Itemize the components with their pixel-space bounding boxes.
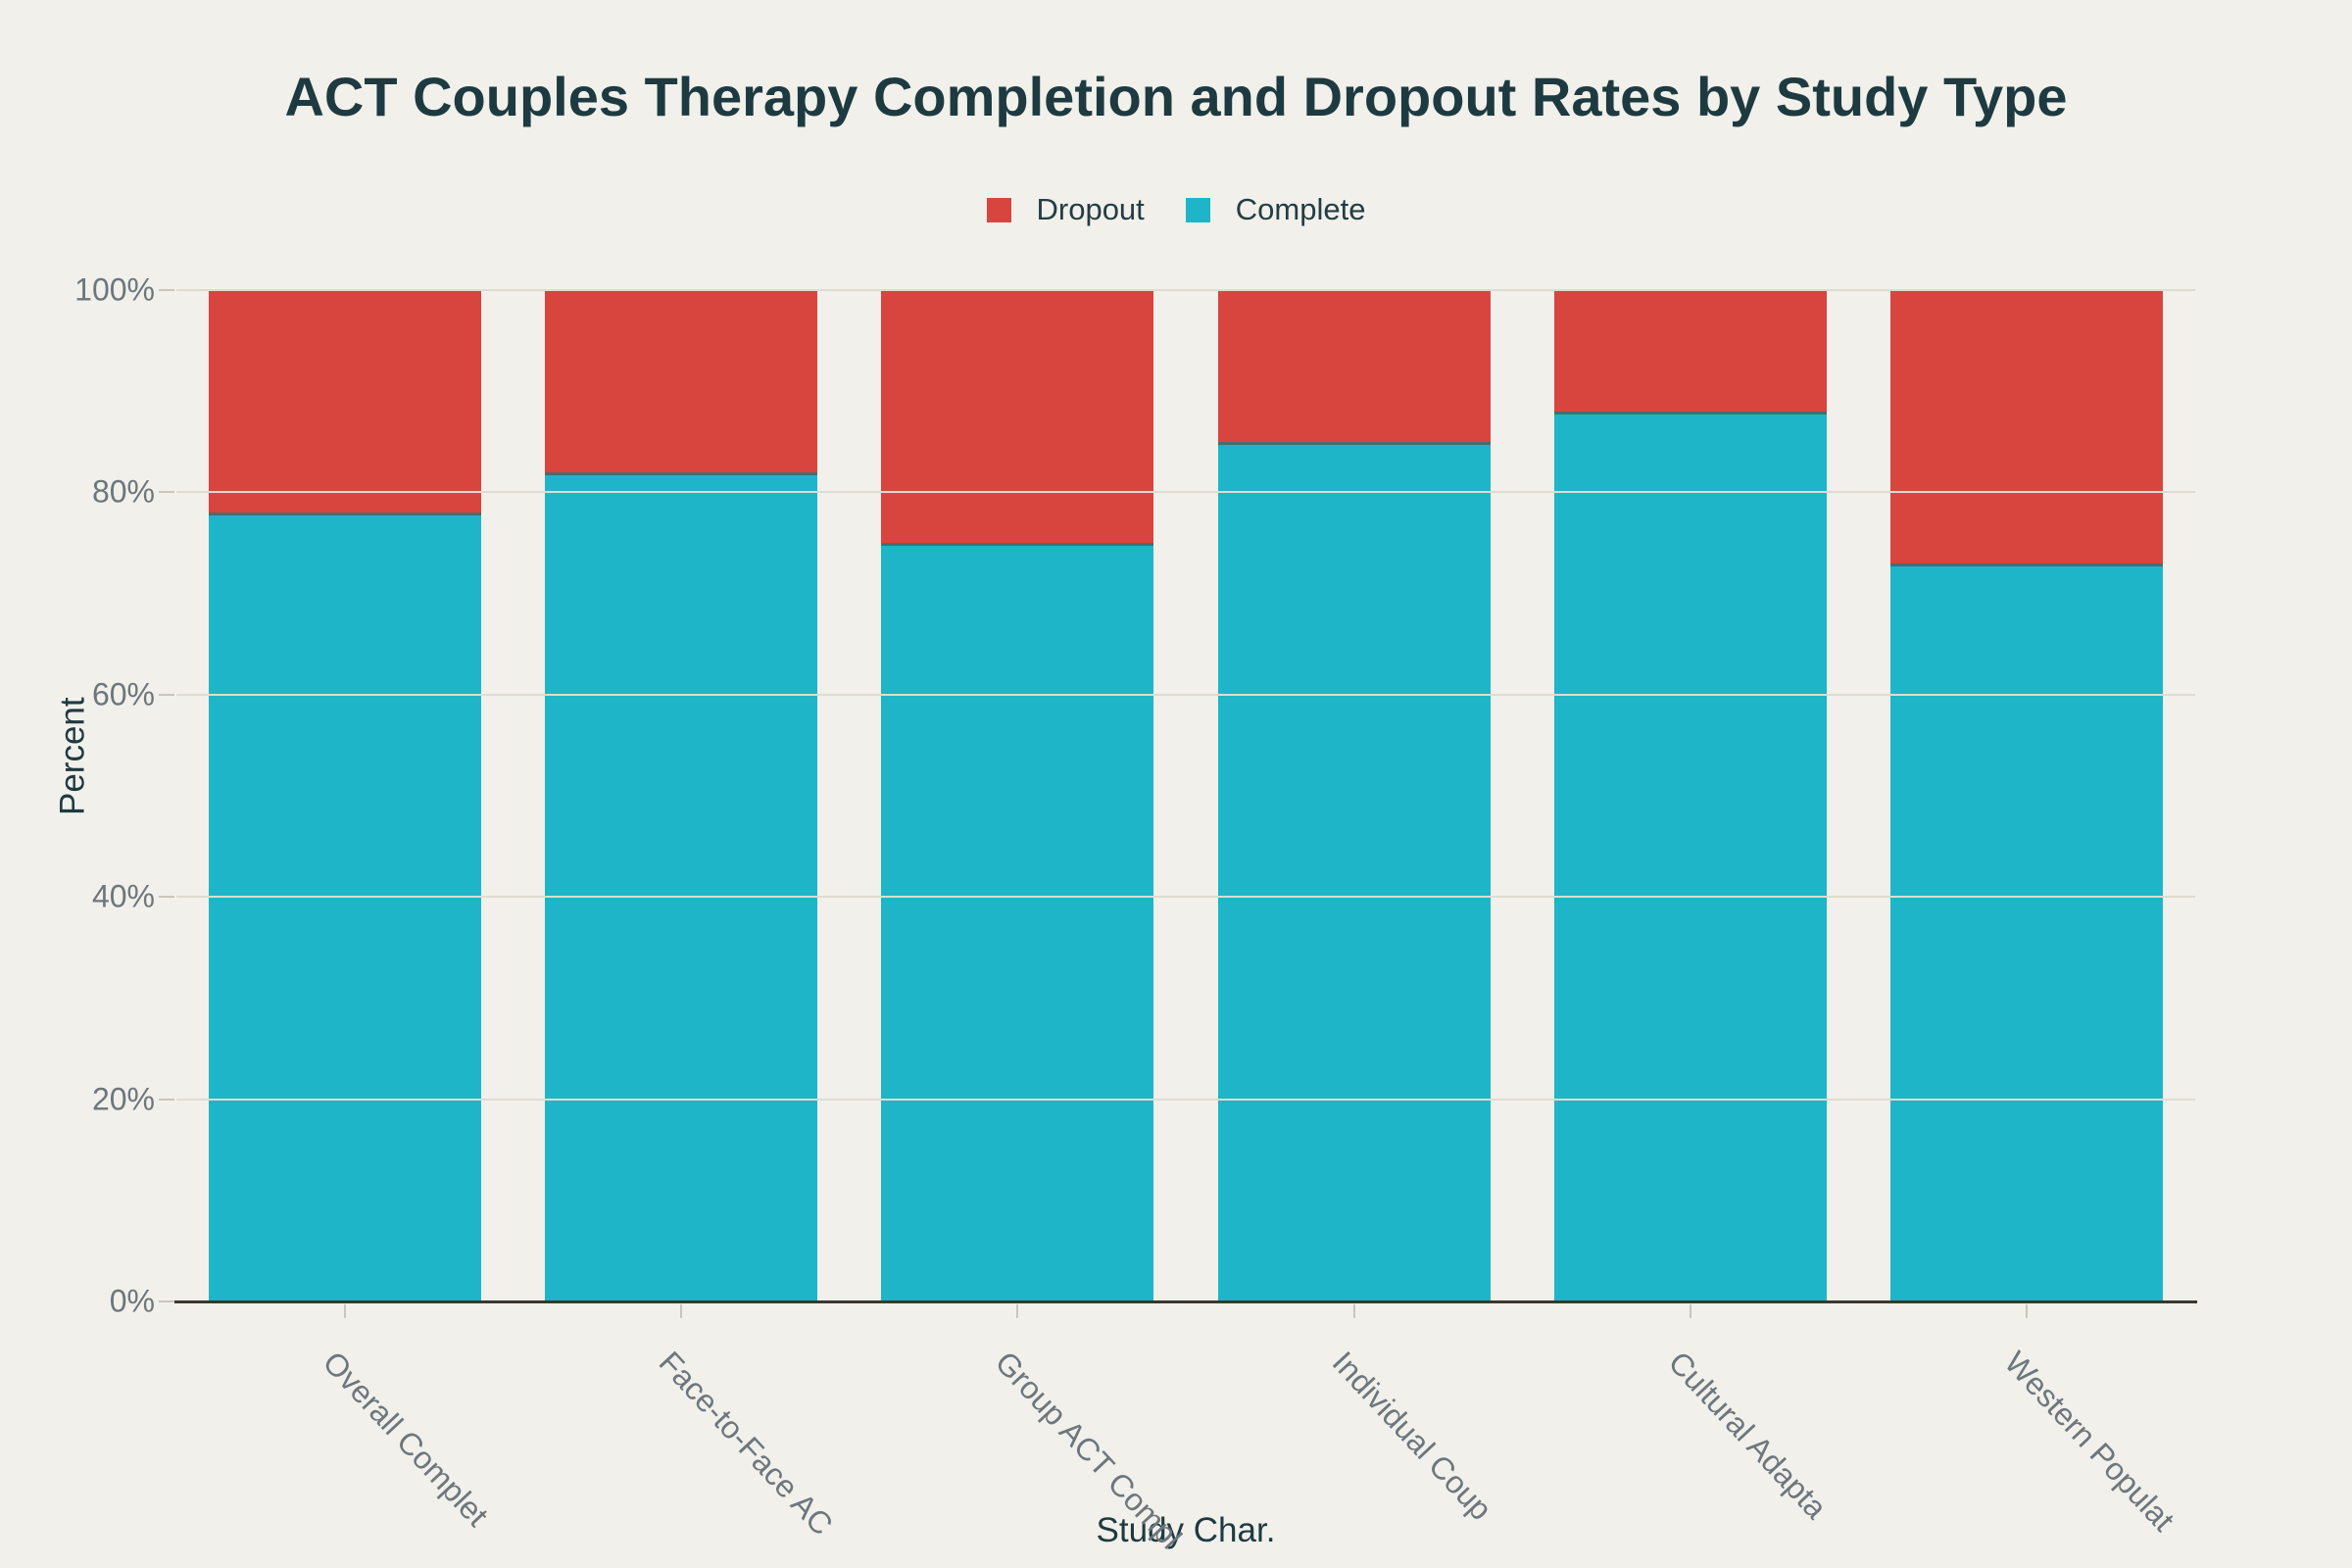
legend-label-complete: Complete: [1235, 192, 1366, 226]
bar-segment-dropout[interactable]: [1217, 290, 1491, 442]
bar-group-act-compl[interactable]: [881, 290, 1154, 1301]
chart-title: ACT Couples Therapy Completion and Dropo…: [284, 66, 2068, 127]
y-tick-mark: [159, 1098, 174, 1101]
x-tick-mark: [680, 1304, 682, 1318]
x-tick-mark: [1016, 1304, 1019, 1318]
y-tick-label: 60%: [91, 676, 155, 712]
y-tick-label: 100%: [74, 271, 155, 308]
bars-row: [176, 290, 2195, 1301]
gridline: [176, 693, 2195, 696]
y-tick-label: 20%: [91, 1081, 155, 1117]
x-axis-line: [174, 1300, 2197, 1303]
x-tick-label: Individual Coup: [1325, 1345, 1499, 1527]
bar-segment-dropout[interactable]: [881, 290, 1154, 543]
x-axis-title: Study Char.: [1096, 1511, 1276, 1549]
gridline: [176, 1098, 2195, 1101]
x-tick-mark: [1690, 1304, 1691, 1318]
bar-slot: [850, 290, 1186, 1301]
gridline: [176, 491, 2195, 494]
bar-slot: [1522, 290, 1858, 1301]
complete-swatch-icon: [1185, 197, 1210, 222]
bar-western-populat[interactable]: [1890, 290, 2164, 1301]
y-tick-mark: [159, 491, 174, 494]
bar-face-to-face-ac[interactable]: [544, 290, 817, 1301]
x-tick-mark: [343, 1304, 346, 1318]
y-tick-label: 40%: [91, 878, 155, 914]
bar-individual-coup[interactable]: [1217, 290, 1491, 1301]
x-tick-mark: [2026, 1304, 2029, 1318]
bar-slot: [513, 290, 849, 1301]
y-tick-label: 0%: [109, 1283, 155, 1319]
y-tick-mark: [159, 896, 174, 899]
plot-area: [174, 289, 2197, 1303]
x-tick-label: Cultural Adapta: [1661, 1345, 1835, 1526]
bar-cultural-adapta[interactable]: [1553, 290, 1827, 1301]
y-axis-title: Percent: [53, 697, 92, 815]
bar-slot: [176, 290, 513, 1301]
dropout-swatch-icon: [986, 197, 1011, 222]
bar-segment-complete[interactable]: [1553, 411, 1827, 1301]
legend-item-complete[interactable]: Complete: [1185, 192, 1366, 227]
bar-overall-complet[interactable]: [208, 290, 481, 1301]
legend-label-dropout: Dropout: [1036, 192, 1145, 226]
gridline: [176, 896, 2195, 899]
bar-segment-complete[interactable]: [881, 543, 1154, 1301]
y-tick-mark: [159, 289, 174, 291]
bar-segment-complete[interactable]: [1890, 563, 2164, 1301]
x-tick-label: Overall Complet: [316, 1345, 496, 1534]
x-tick-mark: [1352, 1304, 1355, 1318]
legend: Dropout Complete: [0, 192, 2352, 227]
bar-slot: [1859, 290, 2195, 1301]
legend-item-dropout[interactable]: Dropout: [986, 192, 1145, 227]
gridline: [176, 289, 2195, 291]
bar-segment-dropout[interactable]: [544, 290, 817, 472]
y-tick-label: 80%: [91, 473, 155, 510]
bar-segment-complete[interactable]: [1217, 441, 1491, 1301]
y-tick-mark: [159, 693, 174, 696]
bar-segment-dropout[interactable]: [1890, 290, 2164, 564]
bar-slot: [1186, 290, 1522, 1301]
y-tick-mark: [159, 1300, 174, 1302]
x-tick-label: Western Populat: [1997, 1345, 2182, 1539]
bar-segment-dropout[interactable]: [208, 290, 481, 514]
bar-segment-complete[interactable]: [208, 513, 481, 1301]
bar-segment-complete[interactable]: [544, 471, 817, 1301]
bar-segment-dropout[interactable]: [1553, 290, 1827, 412]
